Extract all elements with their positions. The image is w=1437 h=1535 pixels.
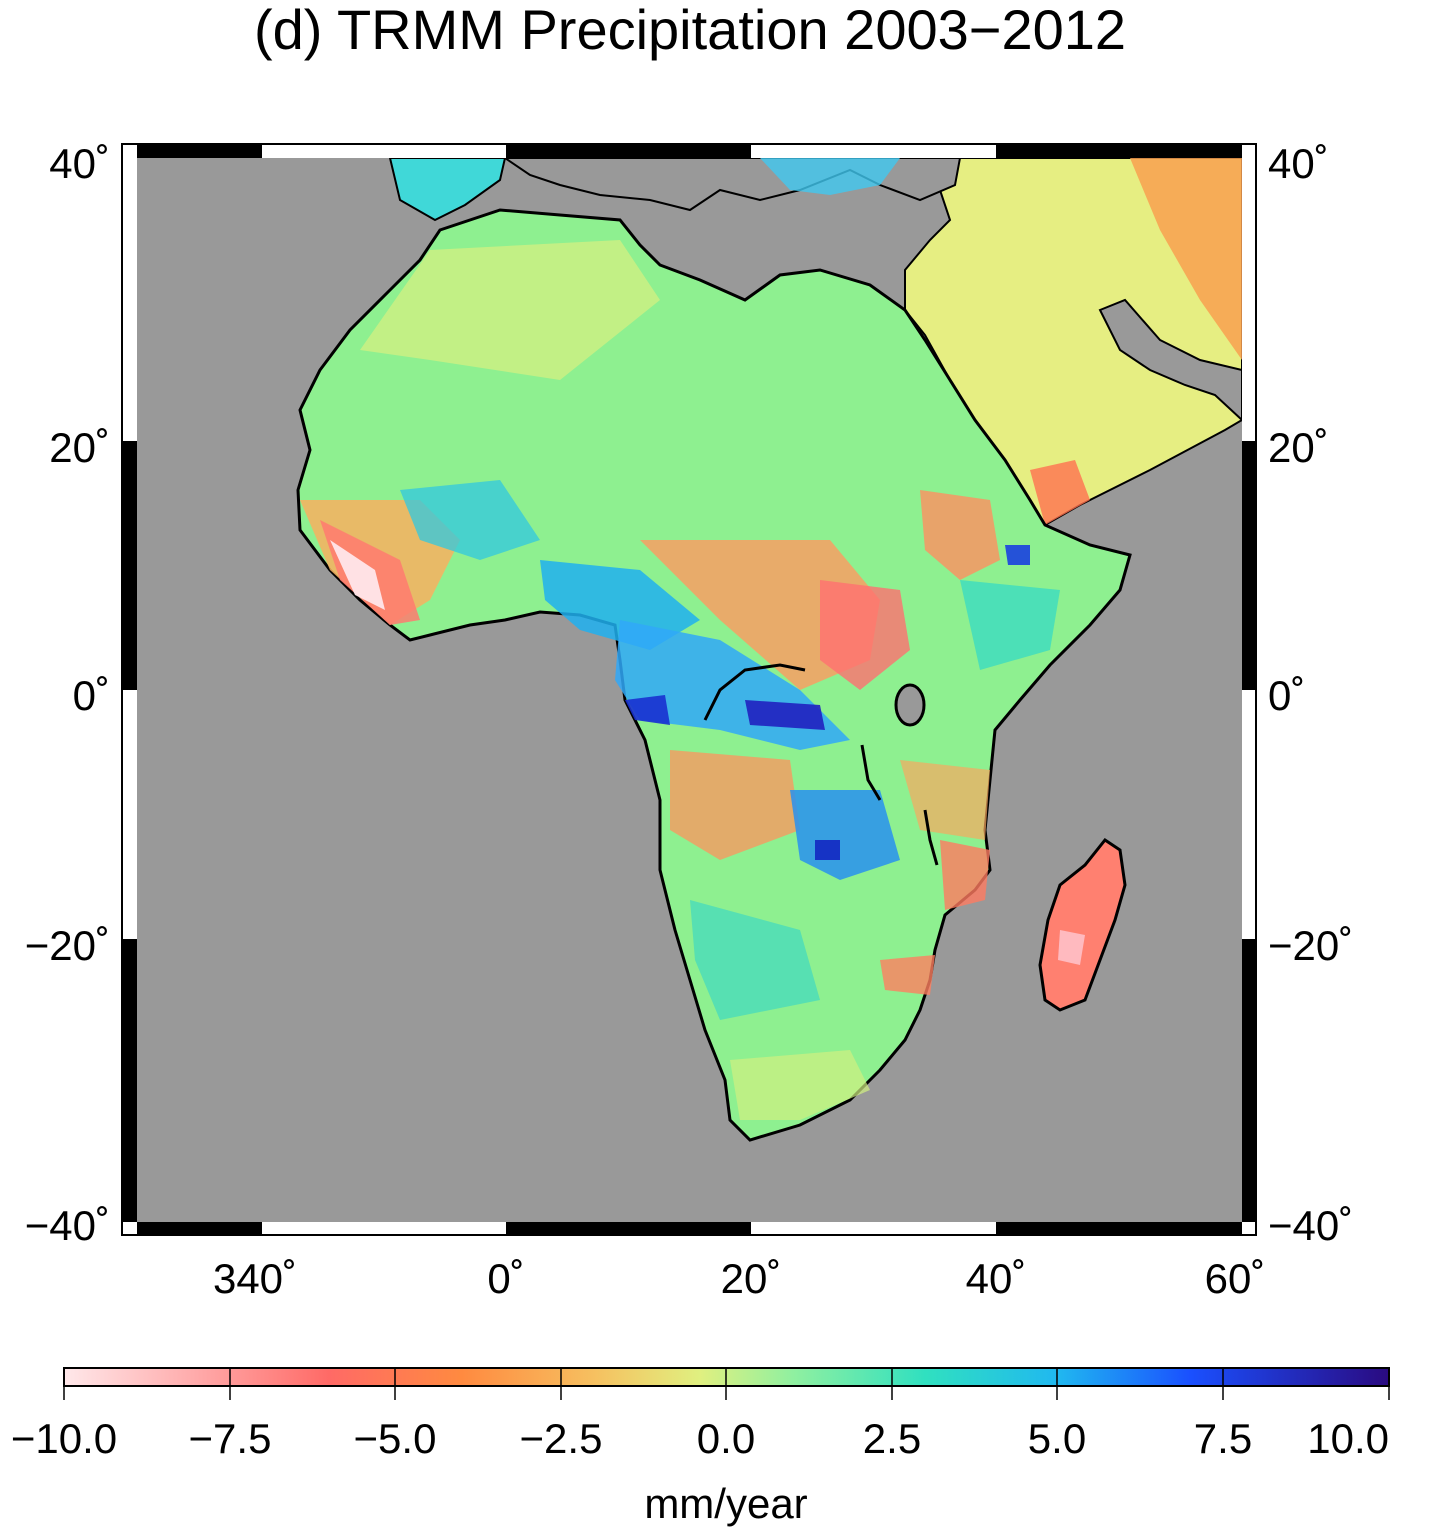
lon-label: 40˚ [966, 1255, 1027, 1302]
lat-label: 40˚ [1268, 140, 1329, 187]
colorbar-tick-label: −5.0 [354, 1415, 437, 1462]
patch-southafrica-yellow [730, 1050, 870, 1120]
colorbar-tick-label: 10.0 [1307, 1415, 1389, 1462]
lat-label: 0˚ [1268, 672, 1305, 719]
colorbar: −10.0 −7.5 −5.0 −2.5 0.0 2.5 5.0 7.5 10.… [11, 1367, 1390, 1527]
lat-label: −20˚ [25, 922, 110, 969]
lat-labels-left: 40˚ 20˚ 0˚ −20˚ −40˚ [25, 140, 110, 1249]
colorbar-tick-label: −2.5 [520, 1415, 603, 1462]
patch-zambia-darkblue [815, 840, 840, 860]
lon-labels: 340˚ 0˚ 20˚ 40˚ 60˚ [213, 1255, 1265, 1302]
patch-mozambique-red [940, 840, 990, 910]
arabia-orange-region [1130, 158, 1242, 360]
madagascar [1038, 837, 1127, 1012]
colorbar-tick-label: 7.5 [1194, 1415, 1252, 1462]
lake-tanganyika [860, 744, 882, 801]
colorbar-unit-label: mm/year [644, 1480, 807, 1527]
precip-anomaly-patches [300, 240, 1060, 1120]
colorbar-ticks [63, 1368, 1390, 1400]
patch-gabon-darkblue [625, 695, 670, 725]
lon-label: 20˚ [721, 1255, 782, 1302]
patch-nigeria-blue [540, 560, 700, 650]
patch-congo-darkblue [745, 700, 825, 730]
patch-namibia-cyan [690, 900, 820, 1020]
colorbar-tick-label: 0.0 [697, 1415, 755, 1462]
patch-sahara-yellow [360, 240, 660, 380]
lon-label: 60˚ [1205, 1255, 1266, 1302]
lake-malawi [923, 809, 939, 866]
lake-victoria [894, 683, 926, 727]
frame-ticks [122, 144, 1256, 1235]
lat-label: −40˚ [25, 1202, 110, 1249]
patch-tanzania-orange [900, 760, 990, 840]
madagascar-light-patch [1058, 930, 1085, 965]
patch-ethiopia-blue [1005, 545, 1030, 565]
europe-cyan-patch [760, 158, 900, 195]
colorbar-tick-label: 5.0 [1028, 1415, 1086, 1462]
patch-southmoz-red [880, 955, 935, 995]
lat-label: −20˚ [1268, 922, 1353, 969]
congo-river [703, 663, 806, 721]
lon-label: 0˚ [487, 1255, 524, 1302]
lat-label: −40˚ [1268, 1202, 1353, 1249]
mediterranean-north-land [388, 158, 507, 222]
lat-labels-right: 40˚ 20˚ 0˚ −20˚ −40˚ [1268, 140, 1353, 1249]
yemen-red-region [1030, 460, 1090, 525]
lat-label: 20˚ [1268, 424, 1329, 471]
colorbar-tick-label: −7.5 [189, 1415, 272, 1462]
patch-eastafrica-cyan [960, 580, 1060, 670]
patch-westafrica-blue [400, 480, 540, 560]
patch-liberia-white [330, 540, 385, 610]
lon-label: 340˚ [213, 1255, 297, 1302]
map-title: (d) TRMM Precipitation 2003−2012 [253, 0, 1127, 61]
patch-angola-orange [670, 750, 800, 860]
colorbar-tick-label: 2.5 [863, 1415, 921, 1462]
gulf-water [1098, 298, 1242, 422]
lat-label: 40˚ [49, 140, 110, 187]
lat-label: 0˚ [73, 672, 110, 719]
colorbar-tick-label: −10.0 [11, 1415, 117, 1462]
patch-sudan-red [820, 580, 910, 690]
lat-label: 20˚ [49, 424, 110, 471]
patch-ethiopia-orange [920, 490, 1000, 580]
